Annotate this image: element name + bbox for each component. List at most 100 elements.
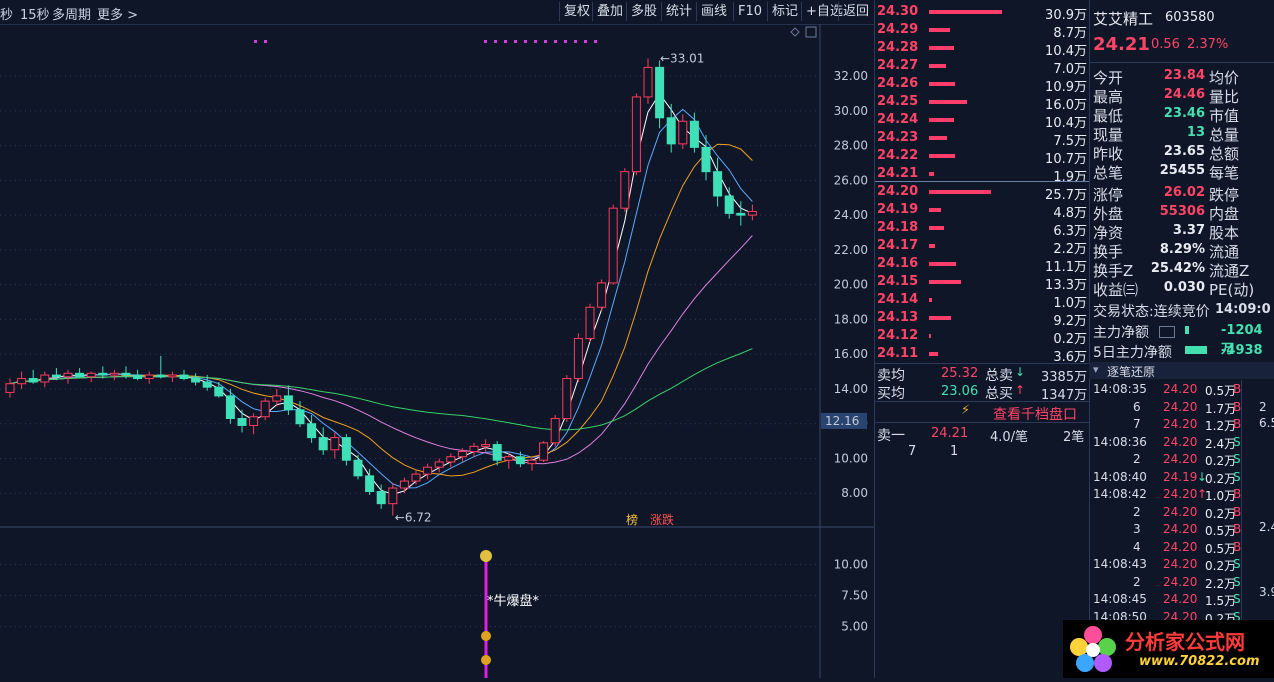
candle — [550, 415, 560, 447]
ask-row[interactable]: 24.27 7.0万 — [875, 57, 1089, 77]
ask-row[interactable]: 24.25 16.0万 — [875, 93, 1089, 113]
window-icon[interactable] — [805, 26, 817, 38]
bid-row[interactable]: 24.15 13.3万 — [875, 273, 1089, 293]
tick-row[interactable]: 14:08:35 24.20 0.5万 B — [1091, 382, 1241, 398]
sell1-price: 24.21 — [931, 426, 969, 441]
ask-row[interactable]: 24.24 10.4万 — [875, 111, 1089, 131]
ask-row[interactable]: 24.22 10.7万 — [875, 147, 1089, 167]
tick-side: S — [1233, 609, 1241, 624]
tick-row[interactable]: 14:08:42 24.20 ↑ 1.0万 B — [1091, 487, 1241, 503]
rank-badge[interactable]: 榜 — [626, 512, 638, 527]
y-tick-label: 14.00 — [834, 382, 868, 396]
tick-row[interactable]: 14:08:40 24.19 ↓ 0.2万 S — [1091, 470, 1241, 486]
statistics-button[interactable]: 统计 — [661, 2, 696, 21]
signal-dot — [584, 40, 587, 43]
bid-row[interactable]: 24.18 6.3万 — [875, 219, 1089, 239]
ask-row[interactable]: 24.30 30.9万 — [875, 3, 1089, 23]
total-sell-label: 总卖 — [985, 368, 1013, 384]
tick-volume: 2.4万 — [1205, 436, 1237, 451]
side-value: 2.4 — [1259, 520, 1274, 534]
tick-row[interactable]: 14:08:43 24.20 0.2万 S — [1091, 557, 1241, 573]
ask-volume-bar — [929, 154, 955, 158]
doc-icon[interactable] — [1159, 326, 1175, 338]
ask-volume-bar — [929, 136, 948, 140]
add-watchlist-button[interactable]: +自选 — [801, 2, 847, 21]
signal-dot — [494, 40, 497, 43]
candle — [689, 112, 699, 153]
tick-row[interactable]: 2 24.20 0.2万 B — [1091, 505, 1241, 521]
back-button[interactable]: 返回 — [838, 2, 873, 21]
tick-row[interactable]: 3 24.20 0.5万 B — [1091, 522, 1241, 538]
tick-volume: 1.2万 — [1205, 419, 1237, 433]
money-bag-icon — [481, 631, 491, 641]
overlay-button[interactable]: 叠加 — [592, 2, 627, 21]
candle — [736, 201, 746, 226]
bid-row[interactable]: 24.11 3.6万 — [875, 345, 1089, 365]
signal-dot — [564, 40, 567, 43]
period-seconds[interactable]: 秒 — [0, 8, 14, 23]
multi-period-button[interactable]: 多周期 — [52, 8, 92, 23]
stat-label-2: 股本 — [1209, 224, 1240, 242]
bid-volume: 3.6万 — [1053, 350, 1087, 365]
candle — [109, 369, 119, 381]
tick-side: S — [1233, 452, 1241, 466]
diamond-icon[interactable] — [790, 27, 800, 37]
bid-row[interactable]: 24.17 2.2万 — [875, 237, 1089, 257]
tick-row[interactable]: 4 24.20 0.5万 B — [1091, 540, 1241, 556]
kline-chart[interactable]: ←33.01 ←6.72 榜涨跌 32.00 30.00 28.00 26.00 24.00… — [0, 24, 874, 678]
limit-badge[interactable]: 涨跌 — [650, 512, 674, 527]
tick-row[interactable]: 7 24.20 1.2万 B — [1091, 417, 1241, 433]
sell1-count: 2笔 — [1063, 430, 1085, 445]
candle — [249, 413, 259, 435]
stat-label: 换手 — [1093, 243, 1124, 261]
tick-row[interactable]: 14:08:36 24.20 2.4万 S — [1091, 435, 1241, 451]
tick-row[interactable]: 6 24.20 1.7万 B — [1091, 400, 1241, 416]
candle — [527, 456, 537, 471]
ask-row[interactable]: 24.23 7.5万 — [875, 129, 1089, 149]
ticks-header[interactable]: ▾ 逐笔还原 — [1089, 362, 1274, 379]
tick-row[interactable]: 14:08:45 24.20 1.5万 S — [1091, 592, 1241, 608]
candle — [562, 375, 572, 422]
stat-label: 最高 — [1093, 88, 1124, 106]
view-depth-button[interactable]: 查看千档盘口 — [993, 407, 1077, 423]
candle — [341, 434, 351, 466]
ask-volume-bar — [929, 46, 954, 50]
down-arrow-icon: ↓ — [1197, 469, 1208, 484]
y-tick-label: 16.00 — [834, 347, 868, 361]
more-button[interactable]: 更多 > — [97, 8, 139, 23]
stat-value: 23.46 — [1163, 106, 1205, 121]
ask-row[interactable]: 24.29 8.7万 — [875, 21, 1089, 41]
ask-volume: 10.9万 — [1045, 80, 1087, 95]
draw-line-button[interactable]: 画线 — [696, 2, 731, 21]
ask-row[interactable]: 24.26 10.9万 — [875, 75, 1089, 95]
f10-button[interactable]: F10 — [733, 2, 766, 21]
candle — [28, 369, 38, 384]
last-price: 24.21 — [1093, 34, 1150, 55]
stat-value: 23.84 — [1163, 68, 1205, 83]
candle — [376, 484, 386, 509]
tick-price: 24.20 — [1163, 539, 1198, 554]
restore-rights-button[interactable]: 复权 — [559, 2, 594, 21]
bid-row[interactable]: 24.13 9.2万 — [875, 309, 1089, 329]
side-value: 2 — [1259, 400, 1267, 414]
tick-price: 24.20 — [1163, 487, 1198, 501]
tick-volume: 0.2万 — [1205, 559, 1237, 573]
bid-row[interactable]: 24.20 25.7万 — [875, 183, 1089, 203]
main-net-bar — [1185, 326, 1189, 334]
lower-tick-label: 5.00 — [841, 620, 868, 634]
bid-row[interactable]: 24.14 1.0万 — [875, 291, 1089, 311]
bid-row[interactable]: 24.16 11.1万 — [875, 255, 1089, 275]
tick-row[interactable]: 2 24.20 2.2万 S — [1091, 575, 1241, 591]
stat-label-2: 跌停 — [1209, 186, 1240, 204]
period-15s[interactable]: 15秒 — [20, 8, 50, 23]
lightning-icon: ⚡ — [961, 403, 971, 418]
stat-label-2: 市值 — [1209, 107, 1240, 125]
chevron-down-icon[interactable]: ▾ — [1093, 363, 1099, 376]
multi-stock-button[interactable]: 多股 — [626, 2, 661, 21]
ask-row[interactable]: 24.28 10.4万 — [875, 39, 1089, 59]
bid-row[interactable]: 24.19 4.8万 — [875, 201, 1089, 221]
bid-row[interactable]: 24.12 0.2万 — [875, 327, 1089, 347]
mark-button[interactable]: 标记 — [767, 2, 802, 21]
stat-value: 8.29% — [1159, 242, 1205, 257]
